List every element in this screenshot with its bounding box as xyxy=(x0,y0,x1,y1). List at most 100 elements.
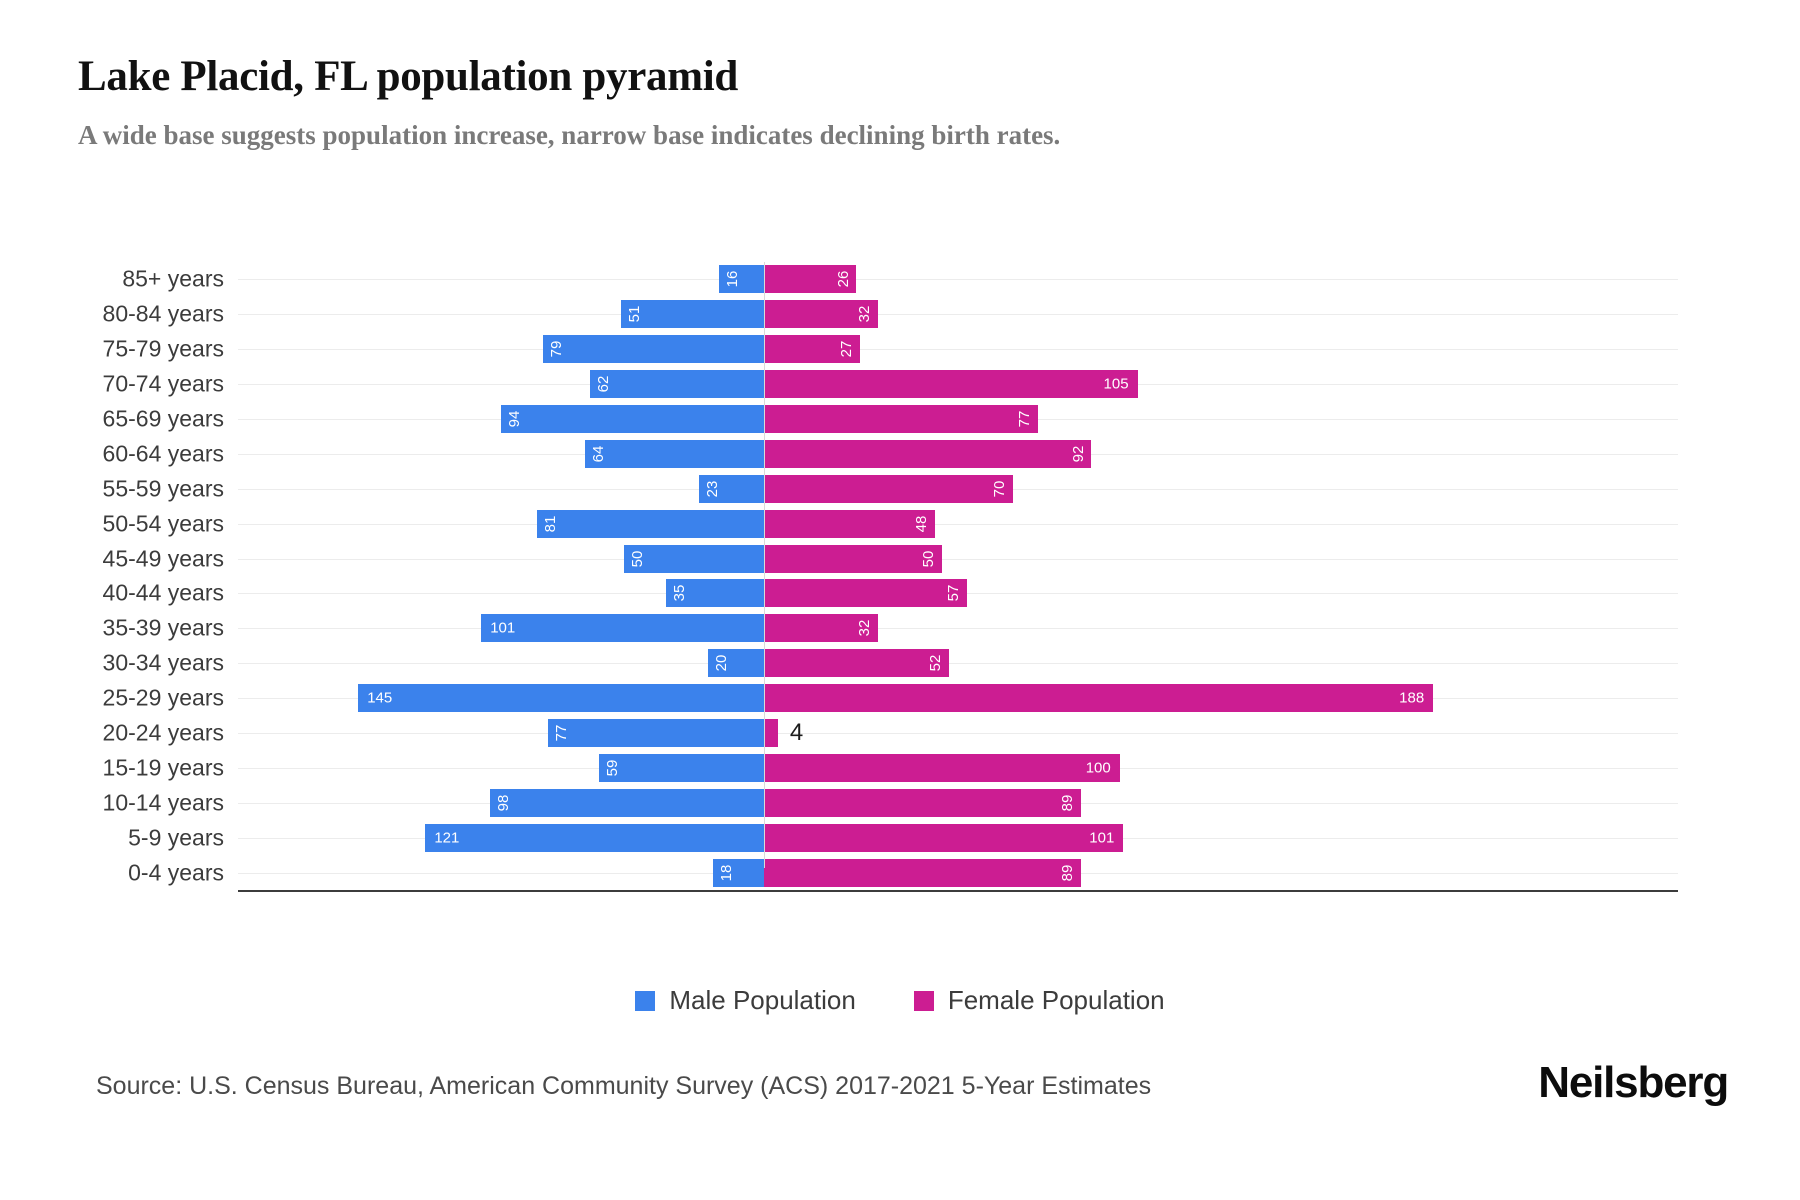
female-bar[interactable]: 89 xyxy=(763,788,1081,817)
table-row: 0-4 years 18 89 xyxy=(128,855,1678,890)
male-value-label: 81 xyxy=(541,515,559,532)
male-bar[interactable]: 121 xyxy=(425,823,764,852)
female-bar[interactable]: 27 xyxy=(763,335,860,364)
female-bar[interactable]: 32 xyxy=(763,614,878,643)
male-value-label: 16 xyxy=(723,271,741,288)
female-bar[interactable]: 77 xyxy=(763,404,1038,433)
table-row: 85+ years 16 26 xyxy=(122,262,1678,297)
male-bar[interactable]: 145 xyxy=(358,684,764,713)
table-row: 45-49 years 50 50 xyxy=(103,541,1678,576)
male-bar[interactable]: 51 xyxy=(621,300,764,329)
female-value-label: 26 xyxy=(834,271,852,288)
female-value-label: 89 xyxy=(1058,864,1076,881)
male-value-label: 23 xyxy=(704,480,722,498)
female-value-label: 77 xyxy=(1016,410,1033,428)
male-value-label: 59 xyxy=(603,759,621,777)
male-bar[interactable]: 98 xyxy=(489,788,764,817)
y-axis-tick-label: 15-19 years xyxy=(102,754,224,781)
gridline xyxy=(238,558,1678,560)
female-bar[interactable] xyxy=(763,718,778,747)
table-row: 40-44 years 35 57 xyxy=(103,576,1678,611)
male-value-label: 20 xyxy=(712,654,730,672)
table-row: 15-19 years 59 100 xyxy=(103,750,1678,785)
male-bar[interactable]: 16 xyxy=(718,265,764,294)
table-row: 75-79 years 79 27 xyxy=(103,332,1678,367)
female-value-label: 188 xyxy=(1399,689,1425,707)
male-bar[interactable]: 23 xyxy=(699,474,764,503)
female-bar[interactable]: 48 xyxy=(763,509,935,538)
male-value-label: 77 xyxy=(553,724,571,742)
female-value-label: 89 xyxy=(1058,794,1076,812)
gridline xyxy=(238,314,1678,316)
male-bar[interactable]: 101 xyxy=(481,614,764,643)
female-value-label: 4 xyxy=(789,718,804,746)
female-value-label: 105 xyxy=(1103,375,1129,393)
y-axis-tick-label: 55-59 years xyxy=(102,475,224,502)
male-bar[interactable]: 59 xyxy=(598,753,764,782)
legend-item-female[interactable]: Female Population xyxy=(913,985,1165,1016)
page-subtitle: A wide base suggests population increase… xyxy=(78,120,1061,150)
male-value-label: 50 xyxy=(628,550,646,567)
male-value-label: 145 xyxy=(367,689,393,707)
female-bar[interactable]: 50 xyxy=(763,544,942,573)
male-bar[interactable]: 18 xyxy=(713,858,764,887)
brand-logo: Neilsberg xyxy=(1538,1058,1729,1107)
table-row: 80-84 years 51 32 xyxy=(103,297,1678,332)
female-bar[interactable]: 52 xyxy=(763,649,949,678)
female-bar[interactable]: 105 xyxy=(763,370,1138,399)
y-axis-tick-label: 80-84 years xyxy=(102,300,224,327)
female-value-label: 27 xyxy=(837,340,855,358)
female-value-label: 52 xyxy=(926,654,944,672)
y-axis-tick-label: 0-4 years xyxy=(128,859,224,886)
female-value-label: 32 xyxy=(855,305,873,323)
female-value-label: 32 xyxy=(855,619,873,637)
male-bar[interactable]: 79 xyxy=(542,335,764,364)
zero-axis-line xyxy=(763,262,765,868)
male-bar[interactable]: 81 xyxy=(537,509,764,538)
source-note: Source: U.S. Census Bureau, American Com… xyxy=(96,1072,1152,1100)
y-axis-tick-label: 20-24 years xyxy=(102,719,224,746)
male-bar[interactable]: 94 xyxy=(500,404,764,433)
male-bar[interactable]: 62 xyxy=(590,370,764,399)
y-axis-tick-label: 5-9 years xyxy=(128,824,224,851)
female-bar[interactable]: 100 xyxy=(763,753,1120,782)
gridline xyxy=(238,279,1678,281)
female-bar[interactable]: 89 xyxy=(763,858,1081,887)
female-color-swatch-icon xyxy=(913,990,934,1011)
male-color-swatch-icon xyxy=(635,990,656,1011)
female-bar[interactable]: 70 xyxy=(763,474,1013,503)
table-row: 55-59 years 23 70 xyxy=(103,471,1678,506)
y-axis-tick-label: 70-74 years xyxy=(102,370,224,397)
male-bar[interactable]: 20 xyxy=(707,649,764,678)
y-axis-tick-label: 45-49 years xyxy=(102,545,224,572)
male-value-label: 18 xyxy=(718,864,736,881)
female-bar[interactable]: 92 xyxy=(763,439,1092,468)
female-value-label: 48 xyxy=(912,515,930,532)
gridline xyxy=(238,349,1678,351)
male-bar[interactable]: 64 xyxy=(584,439,764,468)
female-bar[interactable]: 57 xyxy=(763,579,967,608)
x-axis-baseline xyxy=(238,890,1678,892)
female-bar[interactable]: 188 xyxy=(763,684,1434,713)
female-bar[interactable]: 26 xyxy=(763,265,857,294)
male-bar[interactable]: 50 xyxy=(623,544,764,573)
page-title: Lake Placid, FL population pyramid xyxy=(78,53,739,100)
male-bar[interactable]: 35 xyxy=(665,579,764,608)
legend-label-male: Male Population xyxy=(669,985,856,1015)
male-value-label: 94 xyxy=(505,410,523,428)
female-bar[interactable]: 101 xyxy=(763,823,1124,852)
gridline xyxy=(238,628,1678,630)
y-axis-tick-label: 65-69 years xyxy=(102,405,224,432)
female-value-label: 100 xyxy=(1085,759,1111,777)
table-row: 60-64 years 64 92 xyxy=(103,436,1678,471)
table-row: 50-54 years 81 48 xyxy=(103,506,1678,541)
gridline xyxy=(238,732,1678,734)
y-axis-tick-label: 25-29 years xyxy=(102,684,224,711)
y-axis-tick-label: 85+ years xyxy=(122,265,224,292)
gridline xyxy=(238,663,1678,665)
male-bar[interactable]: 77 xyxy=(548,718,764,747)
legend-item-male[interactable]: Male Population xyxy=(635,985,856,1016)
table-row: 20-24 years 77 4 xyxy=(103,716,1678,751)
female-bar[interactable]: 32 xyxy=(763,300,878,329)
